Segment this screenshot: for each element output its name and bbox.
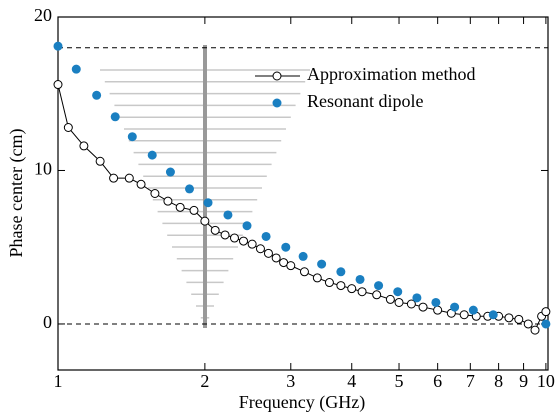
legend-label: Resonant dipole [307, 91, 423, 111]
data-point [175, 202, 185, 212]
data-point [220, 230, 230, 240]
series-line [57, 84, 547, 331]
data-point [385, 294, 395, 304]
data-point [541, 319, 551, 329]
data-point [459, 310, 469, 320]
data-point [468, 305, 478, 315]
data-point [372, 290, 382, 300]
data-point [200, 216, 210, 226]
data-point [242, 221, 252, 231]
legend-label: Approximation method [307, 64, 475, 84]
data-point [53, 41, 63, 51]
data-point [450, 302, 460, 312]
x-tick-label: 7 [466, 371, 475, 391]
data-point [504, 313, 514, 323]
data-point [336, 281, 346, 291]
x-tick-label: 9 [519, 371, 528, 391]
data-point [541, 307, 551, 317]
legend-marker [272, 71, 282, 81]
data-point [317, 259, 327, 269]
data-point [92, 90, 102, 100]
data-point [71, 64, 81, 74]
y-tick-label: 0 [43, 312, 52, 332]
x-axis-label: Frequency (GHz) [239, 392, 365, 413]
data-point [418, 302, 428, 312]
x-tick-label: 2 [200, 371, 209, 391]
data-point [530, 325, 540, 335]
data-point [514, 314, 524, 324]
data-point [394, 297, 404, 307]
data-point [110, 112, 120, 122]
x-tick-label: 5 [395, 371, 404, 391]
data-point [229, 233, 239, 243]
data-point [163, 196, 173, 206]
data-point [127, 132, 137, 142]
data-point [299, 267, 309, 277]
data-point [374, 281, 384, 291]
data-point [298, 251, 308, 261]
data-point [412, 293, 422, 303]
data-point [281, 242, 291, 252]
dipole-illustration [100, 45, 310, 328]
data-point [210, 225, 220, 235]
data-point [523, 319, 533, 329]
data-point [63, 123, 73, 133]
y-tick-label: 20 [34, 5, 52, 25]
data-point [109, 173, 119, 183]
data-point [312, 273, 322, 283]
data-point [406, 299, 416, 309]
data-point [324, 278, 334, 288]
data-point [124, 173, 134, 183]
legend-marker [272, 98, 282, 108]
x-tick-label: 4 [347, 371, 356, 391]
data-point [189, 205, 199, 215]
y-axis-label: Phase center (cm) [6, 129, 27, 258]
data-point [393, 287, 403, 297]
data-point [95, 156, 105, 166]
data-point [247, 239, 257, 249]
x-tick-label: 10 [537, 371, 555, 391]
data-point [53, 80, 63, 90]
data-point [203, 198, 213, 208]
y-tick-label: 10 [34, 159, 52, 179]
plot-frame [57, 16, 549, 371]
data-point [431, 297, 441, 307]
data-point [223, 210, 233, 220]
data-point [433, 305, 443, 315]
data-point [165, 167, 175, 177]
data-point [336, 267, 346, 277]
data-point [79, 141, 89, 151]
data-point [286, 261, 296, 271]
data-point [357, 287, 367, 297]
data-point [147, 150, 157, 160]
data-point [255, 244, 265, 254]
data-point [239, 236, 249, 246]
x-tick-label: 6 [433, 371, 442, 391]
data-point [184, 184, 194, 194]
data-point [150, 189, 160, 198]
data-point [347, 284, 357, 294]
data-point [355, 274, 365, 284]
x-tick-label: 3 [286, 371, 295, 391]
data-point [136, 179, 146, 189]
data-point [271, 253, 281, 263]
x-tick-label: 1 [54, 371, 63, 391]
data-point [488, 310, 498, 320]
data-point [263, 248, 273, 258]
x-tick-label: 8 [494, 371, 503, 391]
data-point [261, 231, 271, 241]
